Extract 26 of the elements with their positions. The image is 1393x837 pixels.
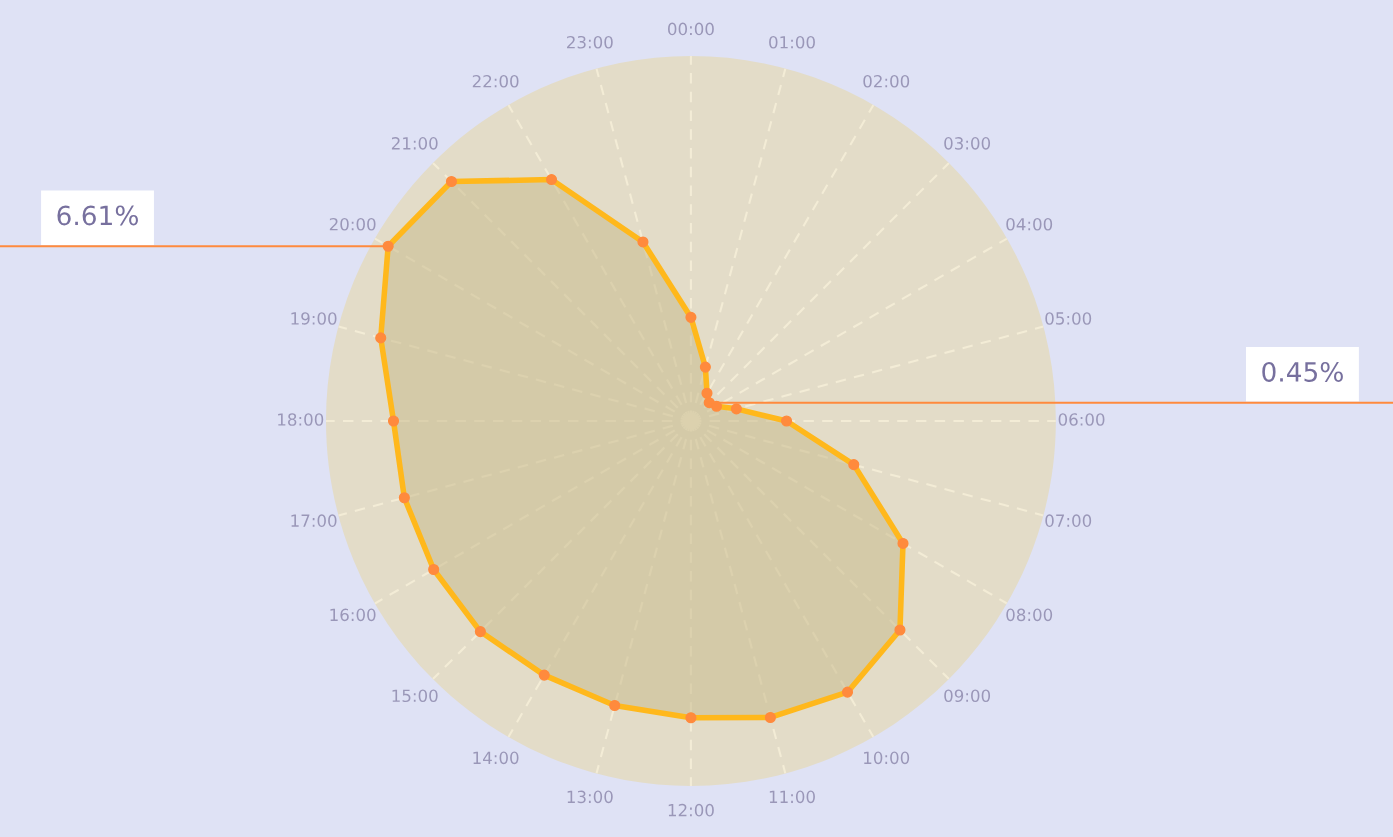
spoke-label: 14:00 [473,751,519,765]
spoke-label: 20:00 [329,217,376,231]
spoke-label: 05:00 [1045,312,1092,325]
spoke-label: 02:00 [863,74,910,88]
spoke-label: 07:00 [1045,514,1092,527]
spoke-label: 03:00 [944,137,991,150]
spoke-label: 23:00 [567,35,613,49]
spoke-label: 01:00 [769,35,815,49]
spoke-label: 08:00 [1006,608,1053,622]
spoke-label: 17:00 [291,514,337,527]
spoke-label: 15:00 [392,689,438,703]
spoke-label: 10:00 [864,751,910,765]
spoke-label: 22:00 [472,74,519,88]
spoke-label: 18:00 [278,413,324,426]
spoke-label: 21:00 [391,137,438,150]
spoke-label: 16:00 [330,608,376,622]
spoke-label: 19:00 [291,312,337,325]
spoke-label: 00:00 [668,22,714,36]
spoke-label: 06:00 [1058,413,1105,426]
spoke-label: 12:00 [668,803,714,817]
spoke-label: 11:00 [769,790,815,804]
text: 0.45% [1262,361,1343,382]
spoke-label: 09:00 [944,689,991,703]
spoke-label: 04:00 [1006,217,1053,231]
text: 6.61% [57,205,138,226]
spoke-label: 13:00 [567,790,613,804]
